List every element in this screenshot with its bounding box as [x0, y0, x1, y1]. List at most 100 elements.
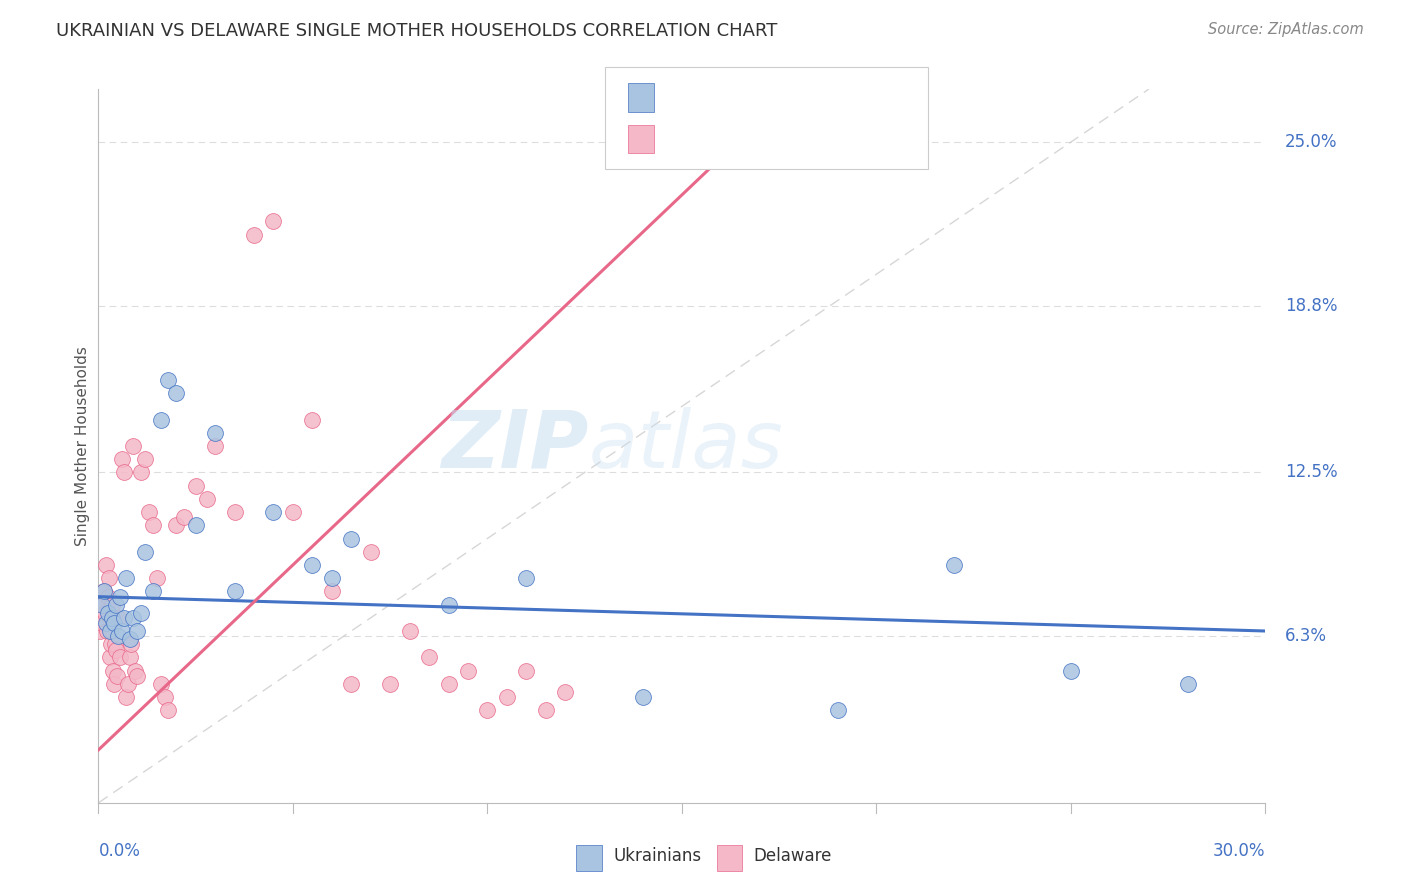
Point — [101, 598, 124, 612]
Point — [124, 664, 146, 678]
Point — [107, 611, 129, 625]
Point — [321, 571, 343, 585]
Point — [97, 590, 120, 604]
Point — [418, 650, 440, 665]
Point — [91, 616, 114, 631]
Point — [96, 624, 118, 638]
Text: 12.5%: 12.5% — [1285, 464, 1337, 482]
Text: Ukrainians: Ukrainians — [613, 847, 702, 865]
Point — [142, 584, 165, 599]
Point — [118, 650, 141, 665]
Point — [515, 571, 537, 585]
Point — [340, 677, 363, 691]
Point — [96, 616, 118, 631]
Point — [149, 412, 172, 426]
Point — [165, 386, 187, 401]
Text: R =: R = — [665, 128, 702, 145]
Point — [146, 571, 169, 585]
Point — [90, 611, 112, 625]
Point — [173, 510, 195, 524]
Text: UKRAINIAN VS DELAWARE SINGLE MOTHER HOUSEHOLDS CORRELATION CHART: UKRAINIAN VS DELAWARE SINGLE MOTHER HOUS… — [56, 22, 778, 40]
Point — [184, 478, 207, 492]
Text: 36: 36 — [803, 86, 825, 103]
Point — [157, 373, 180, 387]
Point — [134, 452, 156, 467]
Point — [93, 584, 115, 599]
Point — [262, 214, 284, 228]
Point — [111, 452, 134, 467]
Text: 0.439: 0.439 — [702, 128, 761, 145]
Text: 30.0%: 30.0% — [1213, 842, 1265, 861]
Point — [93, 584, 115, 599]
Text: ZIP: ZIP — [441, 407, 589, 485]
Point — [437, 677, 460, 691]
Point — [96, 558, 118, 572]
Point — [943, 558, 966, 572]
Point — [108, 650, 131, 665]
Text: N =: N = — [769, 86, 806, 103]
Point — [1177, 677, 1199, 691]
Text: atlas: atlas — [589, 407, 783, 485]
Point — [127, 669, 149, 683]
Point — [827, 703, 849, 717]
Point — [157, 703, 180, 717]
Point — [142, 518, 165, 533]
Point — [98, 650, 121, 665]
Point — [224, 505, 246, 519]
Point — [98, 624, 121, 638]
Point — [1060, 664, 1083, 678]
Point — [262, 505, 284, 519]
Text: 0.0%: 0.0% — [98, 842, 141, 861]
Point — [94, 606, 117, 620]
Point — [122, 439, 145, 453]
Point — [153, 690, 176, 704]
Text: 25.0%: 25.0% — [1285, 133, 1337, 151]
Point — [101, 611, 124, 625]
Point — [204, 439, 226, 453]
Point — [321, 584, 343, 599]
Point — [195, 491, 218, 506]
Text: -0.031: -0.031 — [702, 86, 761, 103]
Point — [554, 685, 576, 699]
Point — [122, 611, 145, 625]
Point — [100, 637, 122, 651]
Point — [360, 545, 382, 559]
Point — [243, 227, 266, 242]
Text: N =: N = — [769, 128, 806, 145]
Text: 60: 60 — [803, 128, 825, 145]
Point — [104, 642, 127, 657]
Point — [97, 606, 120, 620]
Point — [104, 637, 127, 651]
Point — [98, 571, 121, 585]
Point — [165, 518, 187, 533]
Text: R =: R = — [665, 86, 702, 103]
Point — [437, 598, 460, 612]
Point — [281, 505, 304, 519]
Point — [380, 677, 402, 691]
Text: Source: ZipAtlas.com: Source: ZipAtlas.com — [1208, 22, 1364, 37]
Point — [515, 664, 537, 678]
Point — [301, 412, 323, 426]
Point — [398, 624, 420, 638]
Point — [301, 558, 323, 572]
Point — [138, 505, 160, 519]
Point — [477, 703, 499, 717]
Text: Delaware: Delaware — [754, 847, 832, 865]
Point — [134, 545, 156, 559]
Point — [112, 611, 135, 625]
Point — [224, 584, 246, 599]
Point — [184, 518, 207, 533]
Point — [457, 664, 479, 678]
Point — [496, 690, 519, 704]
Point — [121, 637, 143, 651]
Point — [149, 677, 172, 691]
Point — [129, 466, 152, 480]
Point — [112, 466, 135, 480]
Point — [204, 425, 226, 440]
Point — [107, 629, 129, 643]
Point — [631, 690, 654, 704]
Y-axis label: Single Mother Households: Single Mother Households — [75, 346, 90, 546]
Point — [114, 571, 136, 585]
Point — [117, 677, 139, 691]
Point — [129, 606, 152, 620]
